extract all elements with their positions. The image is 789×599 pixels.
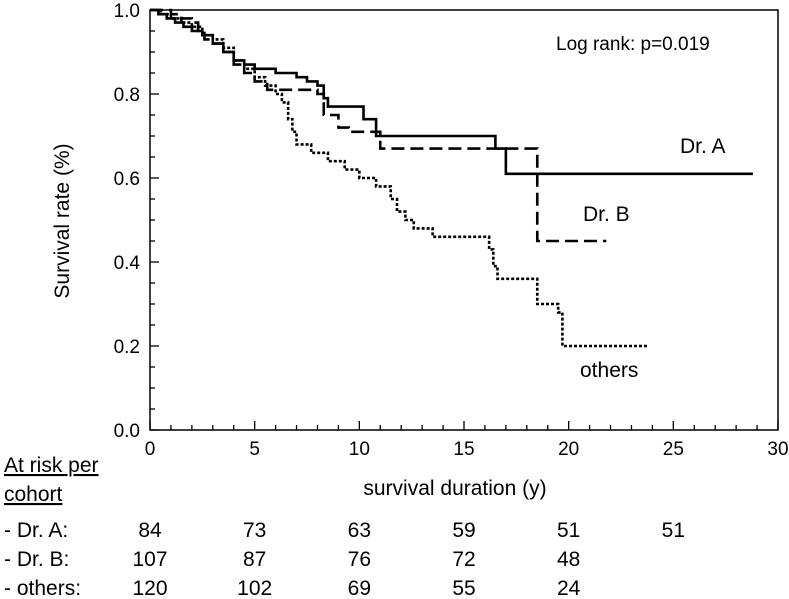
x-tick-label: 10 <box>349 439 370 460</box>
risk-value: 24 <box>557 577 581 599</box>
x-tick-label: 5 <box>249 439 260 460</box>
log-rank-annotation: Log rank: p=0.019 <box>556 34 710 55</box>
series-dr-b <box>150 8 607 243</box>
y-tick-label: 1.0 <box>114 1 140 22</box>
risk-value: 48 <box>557 548 580 571</box>
risk-row-label: - others: <box>4 577 81 599</box>
risk-table-title-line2: cohort <box>4 483 63 506</box>
risk-value: 120 <box>132 577 167 599</box>
risk-table: At risk per cohort - Dr. A: 84 73 63 59 51 51 -… <box>4 454 685 599</box>
labels-group: Survival rate (%) survival duration (y) … <box>51 34 726 500</box>
y-axis-label: Survival rate (%) <box>51 143 74 298</box>
x-tick-label: 15 <box>453 439 474 460</box>
y-tick-label: 0.2 <box>114 337 140 358</box>
risk-value: 59 <box>452 519 475 542</box>
risk-value: 76 <box>348 548 371 571</box>
curve-label-others: others <box>580 359 638 382</box>
risk-row-label: - Dr. B: <box>4 548 69 571</box>
y-tick-label: 0.8 <box>114 85 140 106</box>
curve-label-dr-b: Dr. B <box>583 203 630 226</box>
risk-row-label: - Dr. A: <box>4 519 68 542</box>
axes: 0 5 10 15 20 25 30 0.0 0.2 0.4 0.6 0.8 1.0 <box>114 1 789 460</box>
x-tick-label: 20 <box>558 439 579 460</box>
y-tick-label: 0.6 <box>114 169 140 190</box>
y-tick-label: 0.4 <box>114 253 141 274</box>
risk-value: 72 <box>452 548 475 571</box>
risk-value: 63 <box>348 519 371 542</box>
risk-value: 51 <box>557 519 580 542</box>
y-tick-label: 0.0 <box>114 421 140 442</box>
x-tick-label: 25 <box>663 439 684 460</box>
risk-value: 55 <box>452 577 475 599</box>
risk-value: 51 <box>662 519 685 542</box>
x-axis-label: survival duration (y) <box>363 477 546 500</box>
risk-value: 102 <box>237 577 272 599</box>
risk-value: 84 <box>138 519 162 542</box>
risk-value: 69 <box>348 577 371 599</box>
series-group <box>150 8 753 348</box>
risk-value: 107 <box>132 548 167 571</box>
risk-table-title-line1: At risk per <box>4 454 99 477</box>
risk-value: 87 <box>243 548 266 571</box>
x-tick-label: 30 <box>767 439 788 460</box>
x-tick-label: 0 <box>145 439 156 460</box>
curve-label-dr-a: Dr. A <box>680 135 726 158</box>
risk-value: 73 <box>243 519 266 542</box>
series-others <box>150 8 649 348</box>
